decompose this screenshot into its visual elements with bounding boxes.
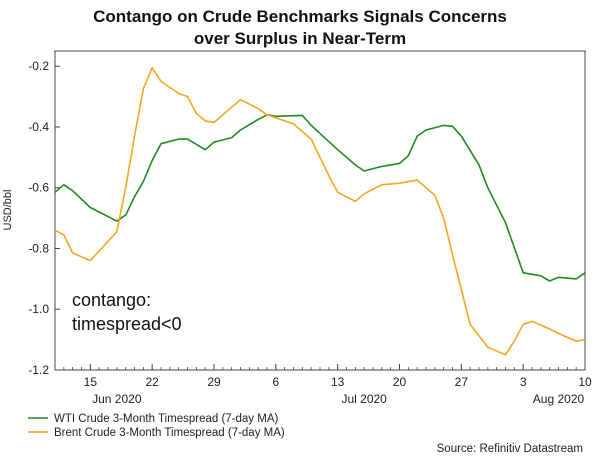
x-tick-label: 20: [393, 375, 407, 389]
x-tick-label: 13: [331, 375, 345, 389]
plot-area: -0.2 -0.4 -0.6 -0.8 -1.0 -1.2 15 22 29 6 13 20 27 3 10…: [28, 50, 592, 406]
x-month-label: Jun 2020: [92, 392, 142, 406]
annotation-line-1: contango:: [72, 290, 151, 310]
x-tick-label: 10: [578, 375, 592, 389]
source-note: Source: Refinitiv Datastream: [437, 443, 583, 455]
x-tick-label: 22: [145, 375, 159, 389]
x-tick-label: 3: [520, 375, 527, 389]
annotation-line-2: timespread<0: [72, 314, 182, 334]
y-tick-label: -0.4: [28, 120, 49, 134]
chart-title-line-1: Contango on Crude Benchmarks Signals Con…: [93, 7, 507, 26]
legend-label-brent: Brent Crude 3-Month Timespread (7-day MA…: [54, 427, 285, 439]
x-month-label: Aug 2020: [533, 392, 585, 406]
x-tick-label: 29: [207, 375, 221, 389]
x-tick-label: 27: [455, 375, 469, 389]
y-tick-label: -0.2: [28, 59, 49, 73]
y-tick-label: -0.8: [28, 241, 49, 255]
y-tick-label: -1.2: [28, 363, 49, 377]
legend: WTI Crude 3-Month Timespread (7-day MA) …: [28, 413, 285, 439]
y-tick-label: -0.6: [28, 181, 49, 195]
series-line-brent: [54, 66, 586, 356]
y-tick-label: -1.0: [28, 302, 49, 316]
legend-label-wti: WTI Crude 3-Month Timespread (7-day MA): [54, 413, 278, 425]
chart-title-line-2: over Surplus in Near-Term: [194, 29, 406, 48]
x-tick-label: 15: [84, 375, 98, 389]
y-axis-label: USD/bbl: [2, 190, 14, 231]
x-month-label: Jul 2020: [341, 392, 387, 406]
series-line-wti: [54, 114, 586, 282]
x-tick-label: 6: [272, 375, 279, 389]
